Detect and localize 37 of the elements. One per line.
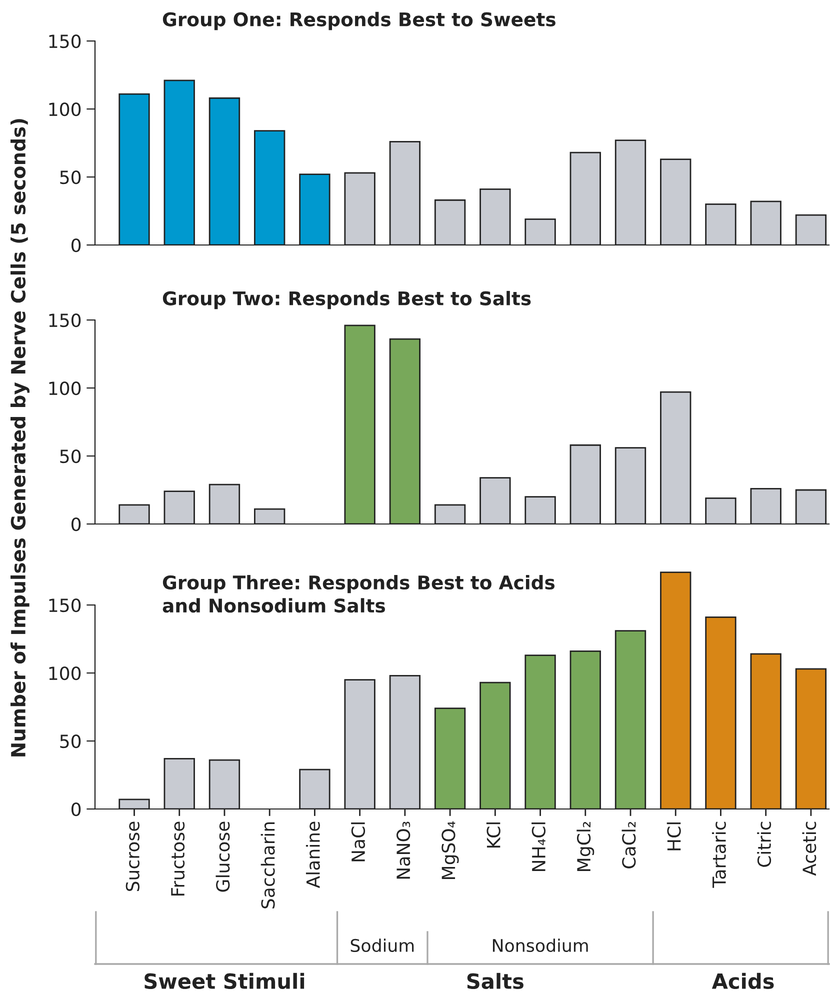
x-tick-label: Acetic (802, 822, 816, 876)
y-tick-label: 100 (49, 666, 81, 680)
y-tick-label: 50 (60, 170, 81, 184)
x-tick-label: Tartaric (712, 822, 726, 888)
chart-title: Group Two: Responds Best to Salts (162, 290, 531, 310)
text: Sweet Stimuli (144, 972, 304, 990)
y-tick-label: 0 (72, 517, 81, 532)
y-tick-label: 0 (72, 802, 81, 816)
x-tick-label: MgCl₂ (576, 822, 594, 871)
x-tick-label: KCl (486, 822, 500, 848)
y-tick-label: 0 (72, 238, 81, 252)
text: Sodium (350, 938, 414, 952)
x-tick-label: CaCl₂ (622, 822, 636, 868)
x-tick-label: Sucrose (126, 822, 140, 892)
x-tick-label: Fructose (171, 822, 185, 896)
y-axis-title: Number of Impulses Generated by Nerve Cells (5 seconds) (10, 119, 30, 756)
text: Acids (712, 972, 774, 990)
y-tick-label: 150 (49, 598, 81, 612)
y-tick-label: 150 (49, 34, 81, 48)
text: Group Three: Responds Best to Acids and Nonsodium Salts (162, 575, 555, 613)
x-tick-label: Citric (757, 822, 772, 867)
x-tick-label: Alanine (306, 822, 320, 888)
y-tick-label: 100 (49, 102, 81, 116)
x-tick-label: NaCl (351, 822, 366, 862)
y-tick-label: 100 (49, 381, 81, 396)
y-tick-label: 150 (49, 313, 81, 328)
x-tick-label: Glucose (216, 822, 230, 892)
text: Salts (467, 972, 524, 990)
y-tick-label: 50 (60, 734, 81, 748)
x-tick-label: HCl (666, 822, 681, 850)
x-tick-label: Saccharin (260, 822, 275, 908)
text: Nonsodium (492, 938, 588, 952)
y-tick-label: 50 (60, 449, 81, 464)
x-tick-label: NH₄Cl (532, 822, 546, 871)
x-tick-label: MgSO₄ (442, 821, 459, 879)
chart-title: Group One: Responds Best to Sweets (162, 12, 556, 30)
x-tick-label: NaNO₃ (396, 822, 410, 879)
